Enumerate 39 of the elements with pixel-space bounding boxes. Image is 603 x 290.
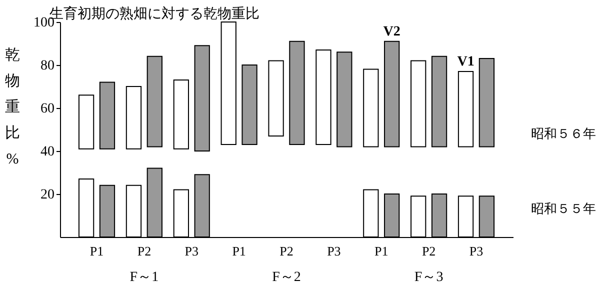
- bar: [173, 80, 189, 150]
- text: 昭和５６年: [531, 126, 596, 141]
- bar: [458, 70, 474, 148]
- bar: [289, 40, 305, 146]
- x-tick-label: P2: [422, 244, 436, 258]
- text: 昭和５５年: [531, 201, 596, 216]
- bar: [194, 45, 210, 152]
- bar: [410, 60, 426, 148]
- series-label: V2: [383, 24, 400, 40]
- x-tick-label: P2: [280, 244, 294, 258]
- bar: [336, 52, 352, 148]
- x-tick-label: P3: [184, 244, 198, 258]
- bar: [220, 22, 236, 146]
- series-label: V1: [457, 54, 474, 70]
- x-tick-label: P1: [232, 244, 246, 258]
- bar: [146, 56, 162, 148]
- text: F～3: [414, 270, 444, 285]
- x-tick-label: P1: [90, 244, 104, 258]
- text: F～2: [272, 270, 301, 285]
- bar: [316, 49, 332, 146]
- bar: [126, 86, 142, 150]
- y-tick-label: 20: [40, 188, 54, 202]
- text: F～1: [130, 270, 159, 285]
- bar: [431, 56, 448, 148]
- bar: [78, 94, 94, 150]
- x-tick-label: P3: [469, 244, 484, 258]
- x-tick-label: P1: [374, 244, 388, 258]
- x-tick-label: P3: [327, 244, 341, 258]
- x-tick-label: P2: [137, 244, 152, 258]
- bar: [99, 82, 116, 150]
- bar: [384, 40, 400, 148]
- bar: [478, 58, 495, 148]
- bar: [363, 68, 379, 148]
- y-axis-title: 乾物重比 %: [5, 46, 20, 168]
- bar: [268, 60, 284, 136]
- bar: [242, 64, 258, 146]
- y-tick-label: 60: [40, 102, 54, 116]
- y-tick-label: 40: [40, 144, 54, 160]
- y-tick-label: 80: [40, 58, 54, 74]
